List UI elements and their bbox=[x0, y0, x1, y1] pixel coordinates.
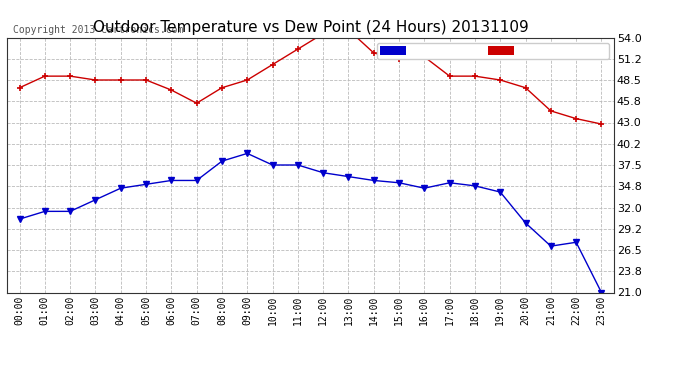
Legend: Dew Point (°F), Temperature (°F): Dew Point (°F), Temperature (°F) bbox=[377, 43, 609, 59]
Title: Outdoor Temperature vs Dew Point (24 Hours) 20131109: Outdoor Temperature vs Dew Point (24 Hou… bbox=[92, 20, 529, 35]
Text: Copyright 2013 Cartronics.com: Copyright 2013 Cartronics.com bbox=[13, 25, 184, 35]
